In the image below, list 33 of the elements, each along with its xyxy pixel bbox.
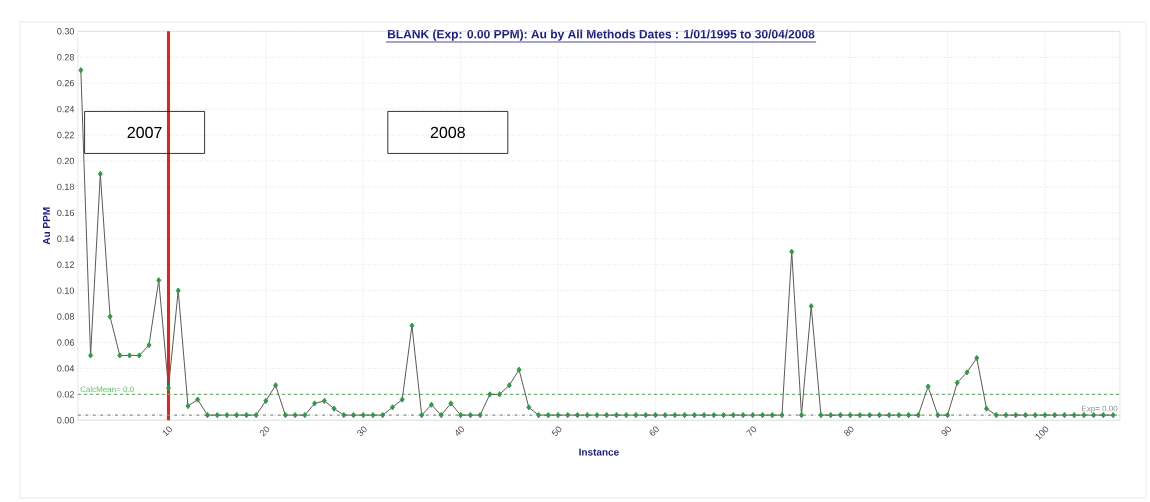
y-tick-label: 0.10 (57, 287, 75, 294)
x-tick-label: 70 (746, 426, 757, 436)
y-tick-label: 0.14 (57, 235, 75, 242)
x-tick-label: 10 (162, 426, 172, 437)
x-tick-label: 30 (357, 426, 367, 436)
y-tick-label: 0.22 (57, 131, 74, 139)
x-tick-label: 80 (844, 426, 854, 436)
y-tick-label: 0.02 (57, 391, 74, 398)
x-tick-label: 90 (941, 426, 951, 436)
ref-line-label: CalcMean= 0.0 (80, 386, 134, 393)
y-axis-title: Au PPM (43, 207, 50, 245)
y-tick-label: 0.04 (57, 365, 75, 372)
x-tick-label: 50 (551, 426, 562, 436)
annotation: 2007 (127, 126, 162, 139)
y-tick-label: 0.20 (57, 157, 75, 165)
ref-line-label: Exp= 0.00 (1082, 405, 1118, 413)
x-tick-label: 40 (455, 426, 464, 436)
x-tick-label: 100 (1035, 426, 1049, 440)
x-tick-label: 60 (649, 426, 659, 436)
x-axis-title: Instance (579, 448, 619, 456)
y-tick-label: 0.06 (57, 339, 74, 346)
y-tick-label: 0.08 (57, 313, 74, 320)
x-tick-label: 20 (259, 426, 270, 437)
y-tick-label: 0.28 (57, 54, 74, 61)
y-tick-label: 0.16 (57, 209, 74, 217)
y-tick-label: 0.26 (57, 79, 74, 87)
y-tick-label: 0.30 (57, 28, 75, 35)
y-tick-label: 0.18 (57, 183, 74, 191)
chart-title: BLANK (Exp: 0.00 PPM): Au by All Methods Dates : 1/01/1995 to 30/04/2008 (387, 29, 815, 41)
annotation: 2008 (430, 126, 465, 139)
y-tick-label: 0.24 (57, 105, 75, 113)
y-tick-label: 0.12 (57, 261, 74, 268)
y-tick-label: 0.00 (57, 417, 75, 424)
